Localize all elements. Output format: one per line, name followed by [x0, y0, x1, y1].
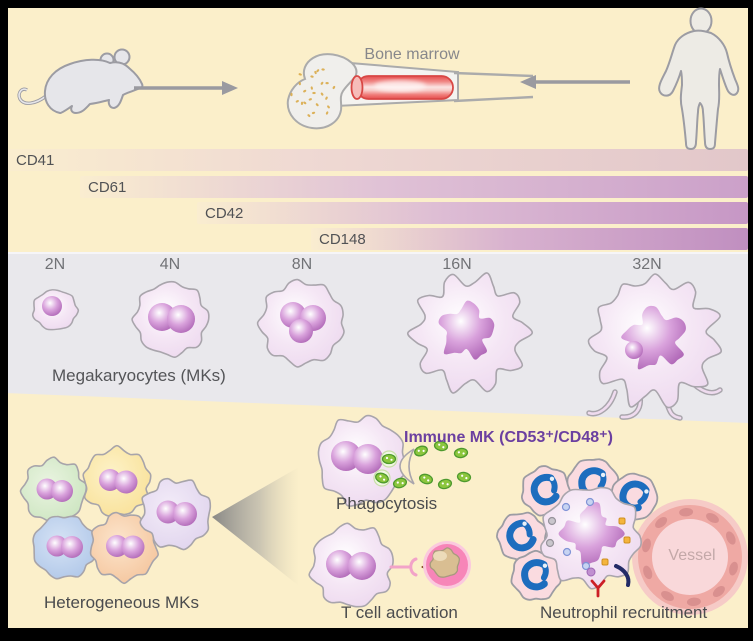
- marker-label-cd61: CD61: [88, 179, 127, 196]
- tcell-activation-label: T cell activation: [341, 603, 458, 622]
- ploidy-label-8n: 8N: [291, 256, 313, 273]
- phagocytosis-label: Phagocytosis: [336, 494, 438, 513]
- ploidy-panel: [8, 252, 748, 423]
- marker-bar-cd41: [8, 149, 748, 171]
- bone-marrow-label: Bone marrow: [364, 46, 460, 63]
- ploidy-label-16n: 16N: [442, 256, 472, 273]
- immune-mk-title: Immune MK (CD53⁺/CD48⁺): [404, 429, 613, 446]
- neutrophil-recruitment-label: Neutrophil recruitment: [540, 603, 708, 622]
- marker-bar-cd42: [197, 202, 748, 224]
- ploidy-label-4n: 4N: [159, 256, 181, 273]
- marker-label-cd42: CD42: [205, 205, 244, 222]
- marker-label-cd41: CD41: [16, 152, 55, 169]
- ploidy-label-2n: 2N: [44, 256, 66, 273]
- heterogeneous-mks-label: Heterogeneous MKs: [44, 593, 199, 612]
- ploidy-label-32n: 32N: [632, 256, 662, 273]
- marker-bar-cd148: [311, 228, 748, 250]
- marker-label-cd148: CD148: [319, 231, 366, 248]
- megakaryocytes-caption: Megakaryocytes (MKs): [52, 366, 226, 385]
- marker-bar-cd61: [80, 176, 748, 198]
- vessel-label: Vessel: [668, 547, 716, 564]
